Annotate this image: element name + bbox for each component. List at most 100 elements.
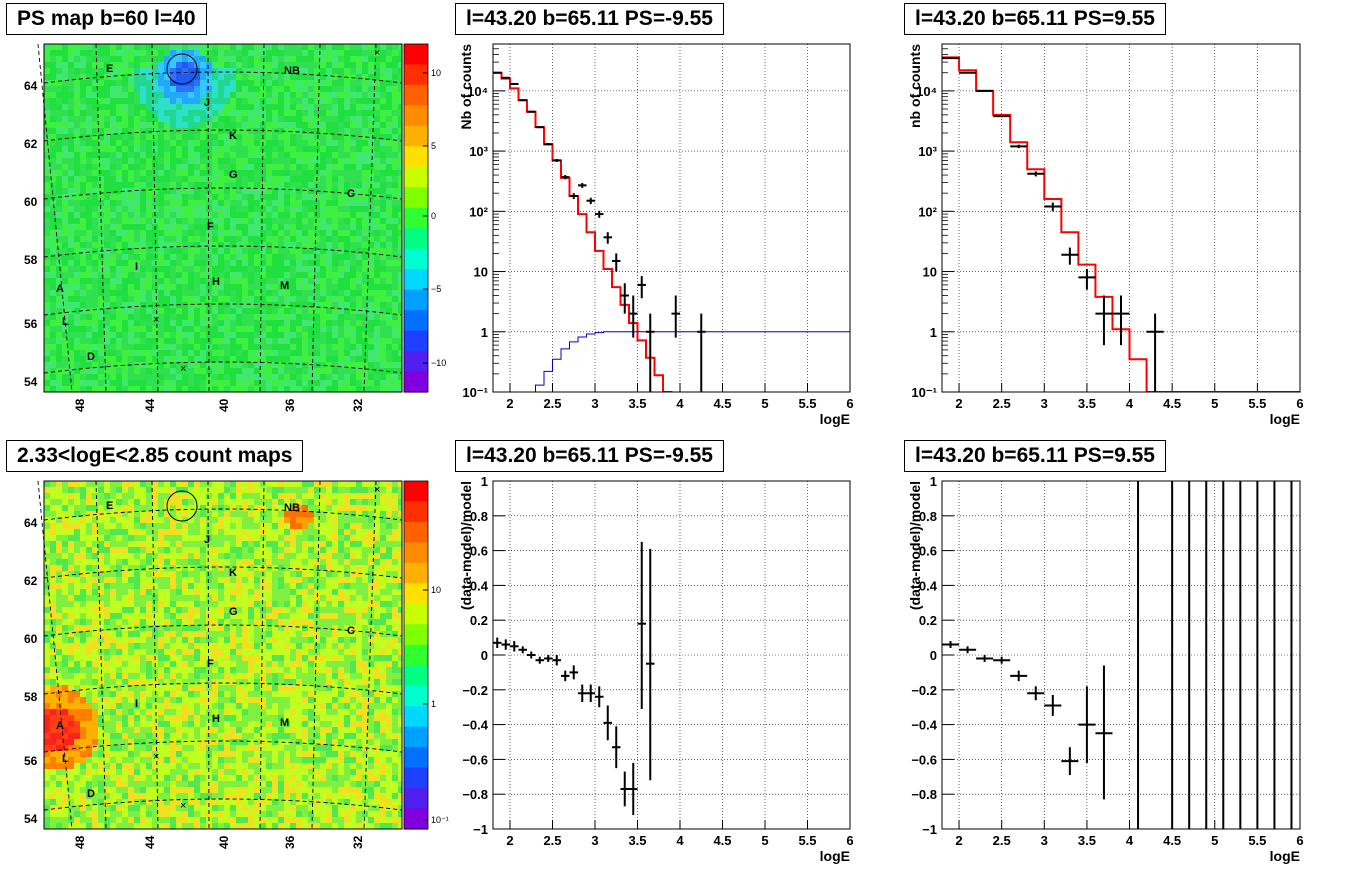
colorbar-band xyxy=(404,808,428,830)
source-label: C xyxy=(347,625,355,637)
longitude-line xyxy=(311,480,321,830)
x-tick-label: 4.5 xyxy=(713,833,731,848)
source-label: H xyxy=(212,713,220,725)
sky-map-1: E NB J K G C F I H M A L D × × × 48 44 40 36 32 64 62 60 58 56 54 xyxy=(24,480,403,849)
x-tick-label: 3.5 xyxy=(628,833,646,848)
colorbar-band xyxy=(404,726,428,748)
y-tick-label: 0.4 xyxy=(470,578,489,593)
data-point xyxy=(1095,295,1113,346)
x-tick-label: 5 xyxy=(761,833,768,848)
x-tick-label: 4.5 xyxy=(1163,396,1181,411)
y-tick-label: 10⁴ xyxy=(916,84,937,99)
y-tick-label: 1 xyxy=(930,325,937,340)
sky-map-0: E NB J K G C F I H M A L D × × × 48 44 40 36 32 64 62 60 58 56 54 xyxy=(24,43,403,412)
data-point xyxy=(637,541,646,709)
x-tick-label: 5.5 xyxy=(1248,396,1266,411)
x-tick-label: 5 xyxy=(1211,396,1218,411)
data-point xyxy=(942,57,960,60)
data-point xyxy=(697,313,706,392)
colorbar-tick-label: 10⁻¹ xyxy=(431,815,449,825)
colorbar-band xyxy=(404,685,428,707)
chart-2: 2 2.5 3 3.5 4 4.5 5 5.5 6 −1 −0.8 −0.6 −0.4 −0.2 0 0.2 0… xyxy=(458,474,854,864)
data-point xyxy=(959,71,977,74)
plot-frame xyxy=(941,43,1301,393)
data-point xyxy=(1061,747,1079,776)
colorbar-band xyxy=(404,624,428,646)
lon-tick-label: 48 xyxy=(73,835,87,849)
chart-0: 2 2.5 3 3.5 4 4.5 5 5.5 6 10⁻¹ 1 10 10² 10³ 10⁴ logE Nb … xyxy=(458,43,854,427)
lon-tick-label: 44 xyxy=(143,835,157,849)
x-tick-label: 4.5 xyxy=(713,396,731,411)
x-tick-label: 5 xyxy=(1211,833,1218,848)
latitude-line xyxy=(43,129,403,142)
latitude-line xyxy=(43,798,403,811)
colorbar-band xyxy=(404,583,428,605)
y-tick-label: 10⁴ xyxy=(467,84,488,99)
x-tick-label: 3 xyxy=(591,833,598,848)
longitude-line xyxy=(95,43,107,393)
map-bottom-title: 2.33<logE<2.85 count maps xyxy=(6,440,304,472)
x-tick-label: 4 xyxy=(676,833,684,848)
latitude-line xyxy=(43,682,403,695)
colorbar-band xyxy=(404,501,428,523)
y-tick-label: −0.4 xyxy=(462,718,488,733)
colorbar-tick-label: 10 xyxy=(431,585,441,595)
lon-tick-label: 32 xyxy=(351,835,365,849)
latitude-line xyxy=(43,71,403,84)
source-label: A xyxy=(56,283,64,295)
x-tick-label: 3 xyxy=(591,396,598,411)
x-tick-label: 3 xyxy=(1041,396,1048,411)
colorbar-tick-label: 0 xyxy=(431,211,436,221)
data-point xyxy=(527,110,536,113)
colorbar-1: 10 1 10⁻¹ xyxy=(403,480,449,830)
data-point xyxy=(1112,295,1130,346)
colorbar-tick-label: −5 xyxy=(431,284,441,294)
data-point xyxy=(1078,686,1096,763)
x-tick-label: 2.5 xyxy=(543,833,561,848)
source-label: D xyxy=(87,788,95,800)
lon-tick-label: 36 xyxy=(283,398,297,412)
data-point xyxy=(629,295,638,338)
y-tick-label: −1 xyxy=(922,822,937,837)
y-tick-label: −0.2 xyxy=(462,683,488,698)
data-point xyxy=(501,76,510,79)
x-tick-label: 2 xyxy=(955,833,962,848)
y-tick-label: 10² xyxy=(469,204,488,219)
x-tick-label: 6 xyxy=(1296,833,1303,848)
lon-tick-label: 48 xyxy=(73,398,87,412)
residual-left-title: l=43.20 b=65.11 PS=-9.55 xyxy=(455,440,724,472)
lat-tick-label: 56 xyxy=(24,754,38,768)
data-point xyxy=(527,651,536,659)
source-label: NB xyxy=(284,65,300,77)
y-tick-label: 0.2 xyxy=(919,613,937,628)
colorbar-band xyxy=(404,248,428,270)
map-pixels xyxy=(44,44,402,392)
data-point xyxy=(1095,665,1113,800)
data-point xyxy=(510,641,519,652)
x-tick-label: 5.5 xyxy=(798,396,816,411)
data-point xyxy=(595,686,604,708)
data-point xyxy=(552,158,561,162)
longitude-line xyxy=(259,43,265,393)
data-point xyxy=(1078,269,1096,290)
longitude-line xyxy=(207,480,210,830)
x-tick-label: 3 xyxy=(1041,833,1048,848)
series-layer xyxy=(493,71,850,392)
latitude-line xyxy=(43,740,403,753)
data-point xyxy=(1010,144,1028,149)
x-tick-label: 6 xyxy=(846,396,853,411)
colorbar-band xyxy=(404,788,428,810)
x-tick-label: 3.5 xyxy=(1078,833,1096,848)
data-point xyxy=(976,89,994,92)
data-point xyxy=(993,115,1011,118)
y-tick-label: 0.8 xyxy=(919,509,937,524)
source-label: A xyxy=(56,720,64,732)
cross-marker: × xyxy=(180,800,186,812)
colorbar-frame xyxy=(403,480,429,830)
latitude-line xyxy=(43,566,403,579)
y-axis-label: (data-model)/model xyxy=(458,481,474,610)
lat-tick-label: 64 xyxy=(24,79,38,93)
x-tick-label: 4.5 xyxy=(1163,833,1181,848)
lat-tick-label: 60 xyxy=(24,632,38,646)
